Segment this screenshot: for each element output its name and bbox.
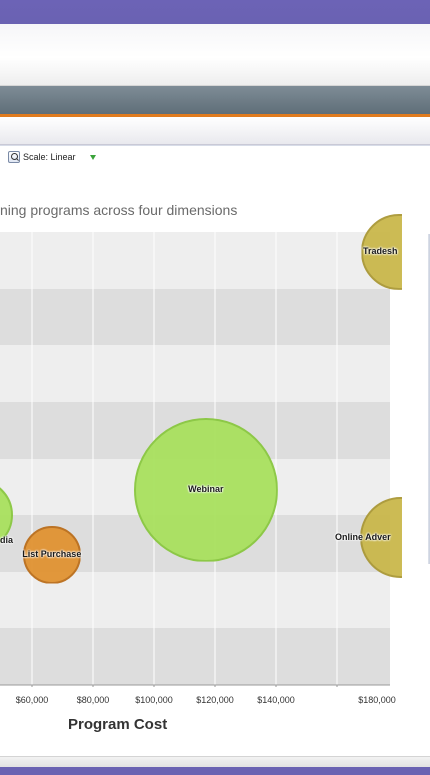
plot-band <box>0 628 390 685</box>
x-axis-title: Program Cost <box>68 716 168 733</box>
bubble-label: dia <box>0 535 14 546</box>
plot-band <box>0 345 390 402</box>
plot-band <box>0 232 390 289</box>
subheader-bar <box>0 117 430 145</box>
chart-toolbar: Scale: Linear <box>0 148 430 168</box>
x-tick-label: $100,000 <box>135 695 173 705</box>
plot-band <box>0 571 390 629</box>
x-tick-label: $140,000 <box>257 695 295 705</box>
bubble-list-purchase[interactable] <box>23 525 81 584</box>
plot-band <box>0 288 390 346</box>
bottom-bar <box>0 767 430 775</box>
bubble-label: Webinar <box>188 483 224 494</box>
x-tick-label: $180,000 <box>358 695 396 705</box>
bubble-label: Online Adver <box>335 531 391 542</box>
triangle-down-icon[interactable] <box>90 155 96 160</box>
scale-dropdown[interactable]: Scale: Linear <box>23 152 76 162</box>
chart-subtitle: ning programs across four dimensions <box>0 202 238 218</box>
bubble-webinar[interactable] <box>133 417 278 562</box>
navigation-bar <box>0 86 430 114</box>
top-bar <box>0 0 430 24</box>
navigation-accent-line <box>0 114 430 117</box>
bubble-label: Tradesh <box>363 245 398 256</box>
x-tick-label: $120,000 <box>196 695 234 705</box>
legend-panel-edge <box>428 234 430 564</box>
footer <box>0 756 430 767</box>
x-tick-label: $80,000 <box>76 695 110 705</box>
x-tick-label: $60,000 <box>15 695 49 705</box>
zoom-icon[interactable] <box>8 151 20 163</box>
bubble-label: List Purchase <box>22 548 82 559</box>
header <box>0 24 430 86</box>
